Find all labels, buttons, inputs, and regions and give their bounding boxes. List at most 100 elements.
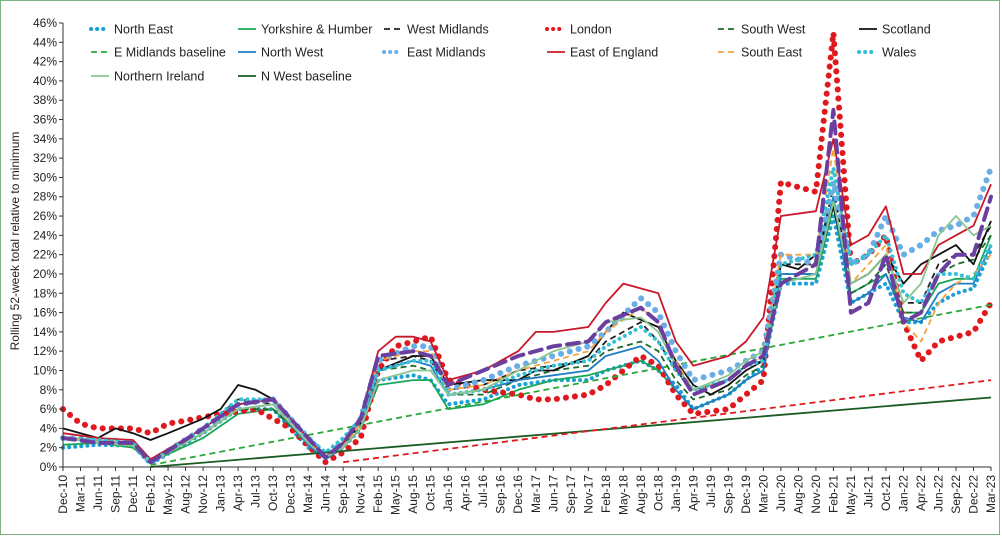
x-tick-label: Jun-22 [931, 475, 945, 512]
x-tick-label: Jul-19 [704, 475, 718, 508]
x-tick-label: Mar-14 [301, 475, 315, 513]
x-tick-label: Aug-18 [634, 475, 648, 514]
x-tick-label: Feb-18 [599, 475, 613, 513]
y-tick-label: 14% [33, 325, 57, 339]
series-line-unlabelled-14 [61, 107, 993, 465]
y-tick-label: 2% [40, 441, 58, 455]
series-line-e-midlands-baseline [150, 303, 992, 466]
x-tick-label: May-12 [161, 475, 175, 515]
x-tick-label: Sep-11 [109, 475, 123, 513]
x-tick-label: Nov-17 [581, 475, 595, 514]
x-tick-label: Jul-13 [249, 475, 263, 508]
series-line-north-west [62, 195, 992, 464]
y-tick-label: 38% [33, 93, 57, 107]
legend-label-east-midlands: East Midlands [407, 46, 486, 60]
x-tick-label: Dec-13 [284, 475, 298, 514]
x-tick-label: Nov-14 [354, 475, 368, 514]
legend-label-wales: Wales [882, 46, 916, 60]
x-tick-label: Jun-17 [546, 475, 560, 512]
axes: 0% 2% 4% 6% 8% 10% 12% 14% 16% 18% 20% 22% 24% 26% 28%… [33, 16, 998, 515]
x-tick-label: Nov-20 [809, 475, 823, 514]
legend-label-north-west: North West [261, 46, 324, 60]
x-tick-label: Mar-23 [984, 475, 998, 513]
x-tick-label: Jan-22 [896, 475, 910, 512]
x-tick-label: May-18 [616, 475, 630, 515]
x-tick-label: May-21 [844, 475, 858, 515]
x-tick-label: Jun-20 [774, 475, 788, 512]
x-tick-label: Dec-11 [126, 475, 140, 513]
legend-label-scotland: Scotland [882, 23, 931, 37]
x-tick-label: Oct-21 [879, 475, 893, 511]
y-axis-title: Rolling 52-week total relative to minimu… [8, 132, 22, 351]
x-tick-label: Jul-16 [476, 475, 490, 508]
y-tick-label: 6% [40, 402, 58, 416]
legend-label-yorkshire-humber: Yorkshire & Humber [261, 23, 372, 37]
x-tick-label: Jun-11 [91, 475, 105, 511]
y-tick-label: 16% [33, 306, 57, 320]
legend-label-london: London [570, 23, 612, 37]
x-tick-label: Aug-12 [179, 475, 193, 514]
series-lines [60, 29, 994, 468]
x-tick-label: Jan-13 [214, 475, 228, 512]
series-line-north-east [61, 214, 993, 467]
x-tick-label: Jun-14 [319, 475, 333, 512]
x-tick-label: Mar-11 [74, 475, 88, 512]
x-tick-label: Mar-17 [529, 475, 543, 513]
x-tick-label: Sep-14 [336, 475, 350, 514]
x-tick-label: Mar-20 [756, 475, 770, 513]
y-tick-label: 36% [33, 113, 57, 127]
legend-label-south-east: South East [741, 46, 803, 60]
legend-label-west-midlands: West Midlands [407, 23, 489, 37]
series-line-yorkshire-humber [62, 205, 992, 464]
legend-label-east-of-england: East of England [570, 46, 658, 60]
x-tick-label: Apr-19 [686, 475, 700, 511]
x-tick-label: Sep-16 [494, 475, 508, 514]
x-tick-label: Aug-20 [791, 475, 805, 514]
x-tick-label: Oct-15 [424, 475, 438, 511]
series-line-unlabelled-15 [343, 379, 992, 464]
legend-label-n-west-baseline: N West baseline [261, 70, 352, 84]
x-tick-label: Feb-21 [826, 475, 840, 513]
y-tick-label: 26% [33, 209, 57, 223]
y-tick-label: 28% [33, 190, 57, 204]
x-tick-label: Oct-18 [651, 475, 665, 511]
y-tick-label: 12% [33, 344, 57, 358]
legend-label-e-midlands-baseline: E Midlands baseline [114, 46, 226, 60]
y-tick-label: 30% [33, 170, 57, 184]
x-tick-label: Jul-21 [861, 475, 875, 508]
legend-label-northern-ireland: Northern Ireland [114, 70, 204, 84]
series-line-west-midlands [62, 186, 992, 464]
x-tick-label: Nov-12 [196, 475, 210, 514]
series-line-south-east [62, 147, 992, 464]
x-tick-label: Dec-10 [56, 475, 70, 514]
x-tick-label: Aug-15 [406, 475, 420, 514]
y-tick-label: 20% [33, 267, 57, 281]
y-tick-label: 0% [40, 460, 58, 474]
x-tick-label: Jan-19 [669, 475, 683, 512]
y-tick-label: 32% [33, 151, 57, 165]
y-tick-label: 4% [40, 421, 58, 435]
x-tick-label: Jan-16 [441, 475, 455, 512]
x-tick-label: Dec-22 [966, 475, 980, 514]
x-tick-label: Oct-13 [266, 475, 280, 511]
y-tick-label: 44% [33, 35, 57, 49]
y-tick-label: 24% [33, 228, 57, 242]
y-tick-label: 34% [33, 132, 57, 146]
x-tick-label: Dec-19 [739, 475, 753, 514]
x-tick-label: Sep-17 [564, 475, 578, 514]
x-tick-label: Apr-22 [914, 475, 928, 511]
x-tick-label: Apr-13 [231, 475, 245, 511]
x-tick-label: Sep-22 [949, 475, 963, 514]
x-tick-label: Feb-15 [371, 475, 385, 513]
legend-label-north-east: North East [114, 23, 174, 37]
y-tick-label: 22% [33, 248, 57, 262]
y-tick-label: 10% [33, 363, 57, 377]
y-tick-label: 42% [33, 55, 57, 69]
y-tick-label: 8% [40, 383, 58, 397]
y-tick-label: 40% [33, 74, 57, 88]
x-tick-label: May-15 [389, 475, 403, 515]
legend-label-south-west: South West [741, 23, 806, 37]
y-tick-label: 18% [33, 286, 57, 300]
y-tick-label: 46% [33, 16, 57, 30]
